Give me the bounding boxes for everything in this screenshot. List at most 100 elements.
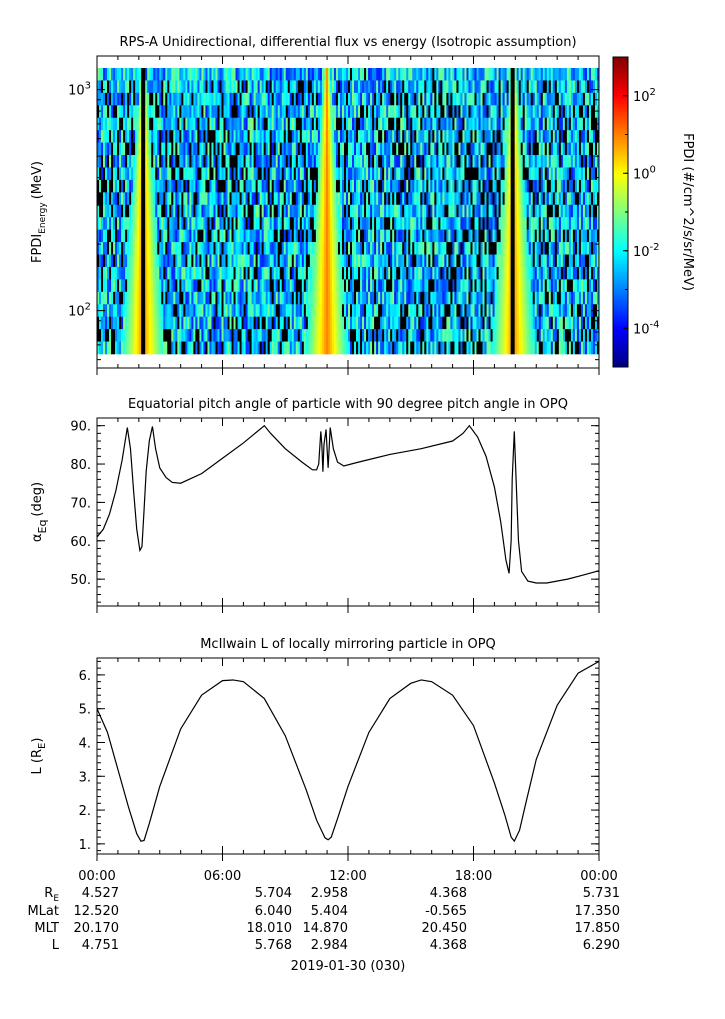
spectrogram-cell xyxy=(402,254,405,268)
spectrogram-cell xyxy=(339,304,343,317)
spectrogram-cell xyxy=(434,142,437,156)
spectrogram-cell xyxy=(253,68,256,81)
spectrogram-cell xyxy=(516,68,519,81)
spectrogram-cell xyxy=(105,80,108,94)
spectrogram-cell xyxy=(580,105,584,119)
spectrogram-cell xyxy=(518,291,521,305)
spectrogram-cell xyxy=(562,130,566,143)
spectrogram-cell xyxy=(532,155,536,168)
spectrogram-cell xyxy=(255,155,258,168)
spectrogram-cell xyxy=(478,279,481,293)
spectrogram-cell xyxy=(171,204,174,218)
spectrogram-cell xyxy=(408,192,411,206)
spectrogram-cell xyxy=(141,155,144,168)
spectrogram-cell xyxy=(366,304,369,317)
spectrogram-cell xyxy=(345,217,349,230)
spectrogram-cell xyxy=(472,242,475,255)
spectrogram-cell xyxy=(123,266,126,280)
spectrogram-cell xyxy=(456,291,459,305)
spectrogram-cell xyxy=(472,266,475,280)
spectrogram-cell xyxy=(390,254,393,268)
spectrogram-cell xyxy=(512,304,515,317)
spectrogram-cell xyxy=(203,167,206,181)
spectrogram-cell xyxy=(572,130,576,143)
spectrogram-cell xyxy=(482,167,485,181)
spectrogram-cell xyxy=(570,279,574,293)
spectrogram-cell xyxy=(454,279,457,293)
spectrogram-cell xyxy=(438,254,441,268)
spectrogram-cell xyxy=(470,68,473,81)
spectrogram-cell xyxy=(534,217,538,230)
spectrogram-cell xyxy=(426,279,429,293)
spectrogram-cell xyxy=(195,279,198,293)
spectrogram-cell xyxy=(554,217,558,230)
spectrogram-cell xyxy=(376,266,379,280)
spectrogram-cell xyxy=(540,130,544,143)
spectrogram-cell xyxy=(496,254,499,268)
spectrogram-cell xyxy=(540,204,544,218)
spectrogram-cell xyxy=(394,254,397,268)
spectrogram-cell xyxy=(548,254,552,268)
spectrogram-cell xyxy=(476,142,479,156)
spectrogram-cell xyxy=(267,68,270,81)
spectrogram-cell xyxy=(295,167,299,181)
spectrogram-cell xyxy=(596,68,600,81)
spectrogram-cell xyxy=(504,279,507,293)
spectrogram-cell xyxy=(372,279,375,293)
spectrogram-cell xyxy=(480,254,483,268)
spectrogram-cell xyxy=(335,130,339,143)
spectrogram-cell xyxy=(386,117,389,131)
spectrogram-cell xyxy=(354,68,357,81)
spectrogram-cell xyxy=(315,304,319,317)
spectrogram-cell xyxy=(576,291,580,305)
spectrogram-cell xyxy=(420,304,423,317)
spectrogram-cell xyxy=(352,217,355,230)
spectrogram-cell xyxy=(376,167,379,181)
spectrogram-cell xyxy=(267,155,270,168)
spectrogram-cell xyxy=(343,80,347,94)
spectrogram-cell xyxy=(576,68,580,81)
spectrogram-cell xyxy=(540,229,544,243)
spectrogram-cell xyxy=(111,130,114,143)
spectrogram-cell xyxy=(173,304,176,317)
spectrogram-cell xyxy=(528,279,532,293)
spectrogram-cell xyxy=(470,279,473,293)
spectrogram-cell xyxy=(129,155,132,168)
spectrogram-cell xyxy=(259,155,262,168)
spectrogram-cell xyxy=(221,117,224,131)
spectrogram-cell xyxy=(398,304,401,317)
spectrogram-cell xyxy=(305,142,309,156)
spectrogram-cell xyxy=(199,204,202,218)
spectrogram-cell xyxy=(410,105,413,119)
spectrogram-cell xyxy=(508,304,511,317)
spectrogram-cell xyxy=(275,117,279,131)
spectrogram-cell xyxy=(504,167,507,181)
spectrogram-cell xyxy=(580,92,584,106)
spectrogram-cell xyxy=(436,167,439,181)
spectrogram-cell xyxy=(321,105,325,119)
spectrogram-cell xyxy=(436,155,439,168)
spectrogram-cell xyxy=(333,242,337,255)
spectrogram-cell xyxy=(562,92,566,106)
spectrogram-cell xyxy=(303,179,307,193)
spectrogram-cell xyxy=(522,291,526,305)
spectrogram-cell xyxy=(588,229,592,243)
spectrogram-cell xyxy=(460,291,463,305)
spectrogram-cell xyxy=(486,204,489,218)
spectrogram-cell xyxy=(378,92,381,106)
spectrogram-cell xyxy=(179,229,182,243)
spectrogram-cell xyxy=(460,92,463,106)
spectrogram-cell xyxy=(576,155,580,168)
spectrogram-cell xyxy=(398,254,401,268)
spectrogram-cell xyxy=(149,68,152,81)
spectrogram-cell xyxy=(295,254,299,268)
spectrogram-cell xyxy=(580,192,584,206)
spectrogram-cell xyxy=(444,142,447,156)
spectrogram-cell xyxy=(155,254,158,268)
spectrogram-cell xyxy=(339,105,343,119)
spectrogram-cell xyxy=(556,242,560,255)
spectrogram-cell xyxy=(370,254,373,268)
spectrogram-cell xyxy=(311,117,315,131)
spectrogram-cell xyxy=(468,279,471,293)
spectrogram-cell xyxy=(287,142,291,156)
